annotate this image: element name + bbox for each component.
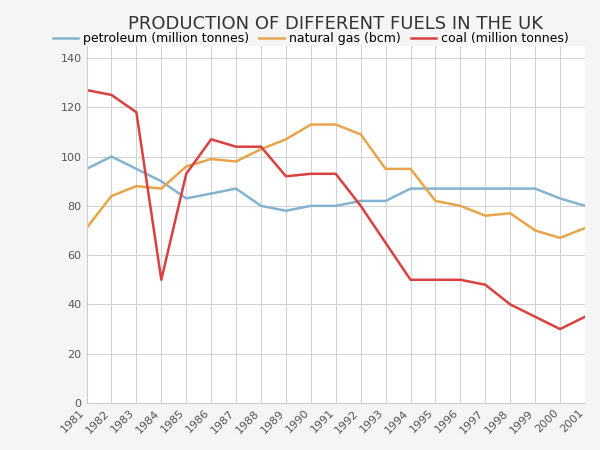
petroleum (million tonnes) [208,191,215,196]
natural gas (bcm) [581,225,589,231]
natural gas (bcm) [232,159,239,164]
coal (million tonnes) [158,277,165,283]
coal (million tonnes) [83,87,90,93]
natural gas (bcm) [457,203,464,208]
petroleum (million tonnes) [382,198,389,203]
coal (million tonnes) [581,314,589,319]
natural gas (bcm) [133,184,140,189]
coal (million tonnes) [432,277,439,283]
petroleum (million tonnes) [257,203,265,208]
petroleum (million tonnes) [108,154,115,159]
petroleum (million tonnes) [133,166,140,171]
coal (million tonnes) [307,171,314,176]
natural gas (bcm) [357,132,364,137]
petroleum (million tonnes) [556,196,563,201]
natural gas (bcm) [257,146,265,152]
natural gas (bcm) [332,122,340,127]
coal (million tonnes) [407,277,414,283]
Line: natural gas (bcm): natural gas (bcm) [86,125,585,238]
natural gas (bcm) [283,137,290,142]
coal (million tonnes) [506,302,514,307]
petroleum (million tonnes) [457,186,464,191]
coal (million tonnes) [532,314,539,319]
petroleum (million tonnes) [232,186,239,191]
coal (million tonnes) [357,203,364,208]
petroleum (million tonnes) [158,179,165,184]
coal (million tonnes) [133,109,140,115]
petroleum (million tonnes) [432,186,439,191]
natural gas (bcm) [83,225,90,231]
natural gas (bcm) [208,156,215,162]
coal (million tonnes) [108,92,115,98]
coal (million tonnes) [182,171,190,176]
coal (million tonnes) [208,137,215,142]
natural gas (bcm) [482,213,489,218]
natural gas (bcm) [108,194,115,199]
petroleum (million tonnes) [407,186,414,191]
petroleum (million tonnes) [532,186,539,191]
Title: PRODUCTION OF DIFFERENT FUELS IN THE UK: PRODUCTION OF DIFFERENT FUELS IN THE UK [128,15,543,33]
natural gas (bcm) [182,164,190,169]
natural gas (bcm) [556,235,563,241]
natural gas (bcm) [407,166,414,171]
petroleum (million tonnes) [506,186,514,191]
petroleum (million tonnes) [332,203,340,208]
coal (million tonnes) [257,144,265,149]
petroleum (million tonnes) [482,186,489,191]
petroleum (million tonnes) [307,203,314,208]
coal (million tonnes) [232,144,239,149]
coal (million tonnes) [332,171,340,176]
petroleum (million tonnes) [83,166,90,171]
natural gas (bcm) [307,122,314,127]
Line: petroleum (million tonnes): petroleum (million tonnes) [86,157,585,211]
coal (million tonnes) [457,277,464,283]
petroleum (million tonnes) [357,198,364,203]
natural gas (bcm) [158,186,165,191]
coal (million tonnes) [283,174,290,179]
Legend: petroleum (million tonnes), natural gas (bcm), coal (million tonnes): petroleum (million tonnes), natural gas … [48,27,574,50]
coal (million tonnes) [482,282,489,288]
Line: coal (million tonnes): coal (million tonnes) [86,90,585,329]
natural gas (bcm) [382,166,389,171]
coal (million tonnes) [382,240,389,246]
natural gas (bcm) [506,211,514,216]
petroleum (million tonnes) [182,196,190,201]
petroleum (million tonnes) [581,203,589,208]
coal (million tonnes) [556,326,563,332]
natural gas (bcm) [532,228,539,233]
natural gas (bcm) [432,198,439,203]
petroleum (million tonnes) [283,208,290,213]
